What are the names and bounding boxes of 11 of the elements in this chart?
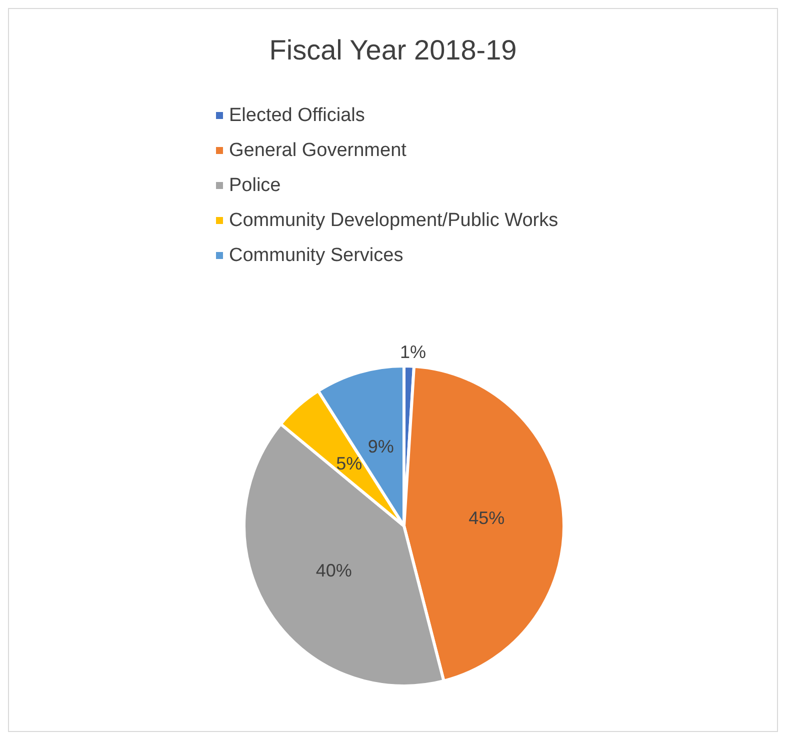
legend-label: Community Development/Public Works [229,210,558,231]
data-label: 40% [316,560,352,580]
data-label: 5% [336,454,362,474]
legend-label: Community Services [229,245,404,266]
legend-label: Elected Officials [229,105,365,126]
data-label: 1% [400,342,426,362]
legend-label: Police [229,175,281,196]
chart-title: Fiscal Year 2018-19 [269,34,517,66]
legend-label: General Government [229,140,408,161]
data-label: 45% [468,508,505,528]
data-label: 9% [368,436,394,456]
